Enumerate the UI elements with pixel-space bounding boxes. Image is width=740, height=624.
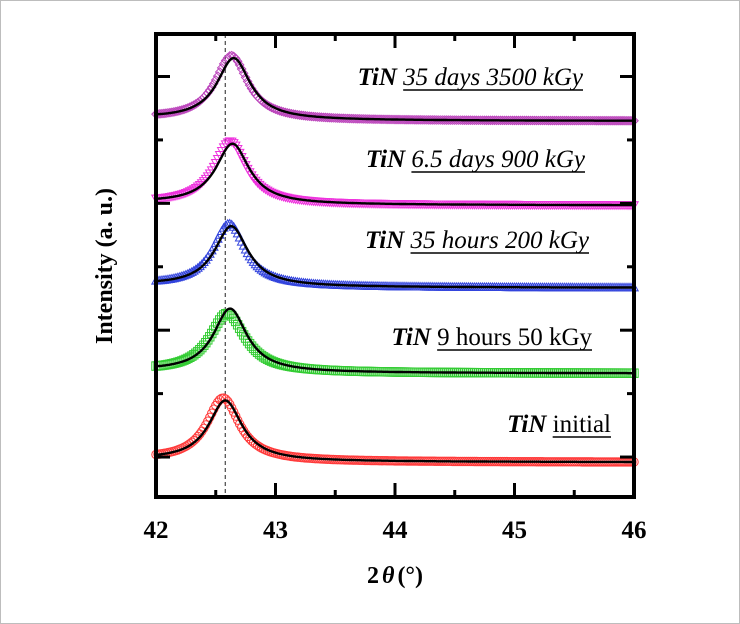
series-square: [151, 307, 639, 378]
data-point-triangle-down: [220, 140, 231, 150]
series-label-material: TiN: [507, 411, 553, 438]
series-circle: [151, 393, 639, 467]
x-tick-label: 42: [144, 517, 169, 544]
fit-line: [155, 56, 634, 122]
x-axis-title: 2 θ (°): [367, 563, 423, 589]
plot-content: [150, 34, 640, 497]
data-point-diamond: [234, 60, 245, 70]
data-point-diamond: [246, 83, 257, 94]
x-axis-title-prefix: 2: [367, 563, 379, 589]
data-point-diamond: [240, 72, 251, 83]
series-label-material: TiN: [365, 227, 411, 254]
data-point-diamond: [169, 107, 179, 117]
fit-line: [155, 399, 634, 464]
series-label-material: TiN: [358, 64, 404, 91]
data-point-diamond: [165, 107, 175, 118]
data-point-diamond: [171, 106, 181, 117]
axis-ticks: [154, 34, 636, 497]
data-point-diamond: [173, 106, 183, 116]
x-axis-title-theta: θ: [382, 563, 395, 589]
series-triangle-up: [150, 218, 640, 292]
series-label-condition: 6.5 days 900 kGy: [411, 146, 585, 173]
data-point-diamond: [238, 68, 249, 79]
data-point-diamond: [230, 53, 241, 64]
fit-line: [155, 307, 634, 375]
series-label-condition: 35 days 3500 kGy: [402, 64, 584, 91]
data-point-diamond: [248, 86, 259, 97]
data-point-triangle-up: [226, 219, 237, 229]
series-label-material: TiN: [392, 324, 438, 351]
data-point-diamond: [242, 76, 253, 87]
fit-line: [155, 224, 634, 289]
x-axis-title-unit: (°): [397, 563, 423, 589]
x-tick-labels: 42 43 44 45 46: [144, 517, 647, 544]
y-axis-title: Intensity (a. u.): [92, 188, 118, 344]
series-label: TiN initial: [507, 411, 611, 438]
data-point-diamond: [244, 80, 255, 90]
series-label: TiN 35 hours 200 kGy: [365, 227, 590, 254]
x-tick-label: 44: [383, 517, 409, 544]
series-diamond: [151, 50, 639, 126]
x-tick-label: 45: [502, 517, 527, 544]
x-tick-label: 43: [263, 517, 288, 544]
x-tick-label: 46: [622, 517, 647, 544]
series-label: TiN 35 days 3500 kGy: [358, 64, 584, 91]
data-point-diamond: [167, 107, 177, 118]
fit-line: [156, 142, 634, 207]
series-label-material: TiN: [366, 146, 412, 173]
data-point-diamond: [232, 56, 243, 67]
series-label-condition: 35 hours 200 kGy: [410, 227, 590, 254]
series-label-condition: 9 hours 50 kGy: [437, 324, 592, 351]
series-label: TiN 9 hours 50 kGy: [392, 324, 593, 351]
series-label: TiN 6.5 days 900 kGy: [366, 146, 586, 173]
series-label-condition: initial: [553, 411, 611, 438]
data-point-diamond: [236, 64, 247, 74]
